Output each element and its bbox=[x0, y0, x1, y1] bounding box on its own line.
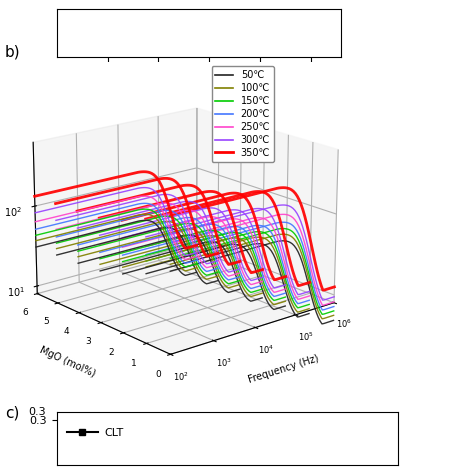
Text: CLT: CLT bbox=[105, 428, 124, 438]
Y-axis label: MgO (mol%): MgO (mol%) bbox=[38, 345, 97, 379]
Legend: 50℃, 100℃, 150℃, 200℃, 250℃, 300℃, 350℃: 50℃, 100℃, 150℃, 200℃, 250℃, 300℃, 350℃ bbox=[211, 66, 274, 162]
Text: 0.3: 0.3 bbox=[28, 407, 46, 417]
X-axis label: Frequency (Hz): Frequency (Hz) bbox=[247, 354, 320, 385]
Text: c): c) bbox=[5, 405, 19, 420]
X-axis label: Temperature (°C): Temperature (°C) bbox=[151, 79, 247, 90]
Text: b): b) bbox=[5, 45, 20, 60]
